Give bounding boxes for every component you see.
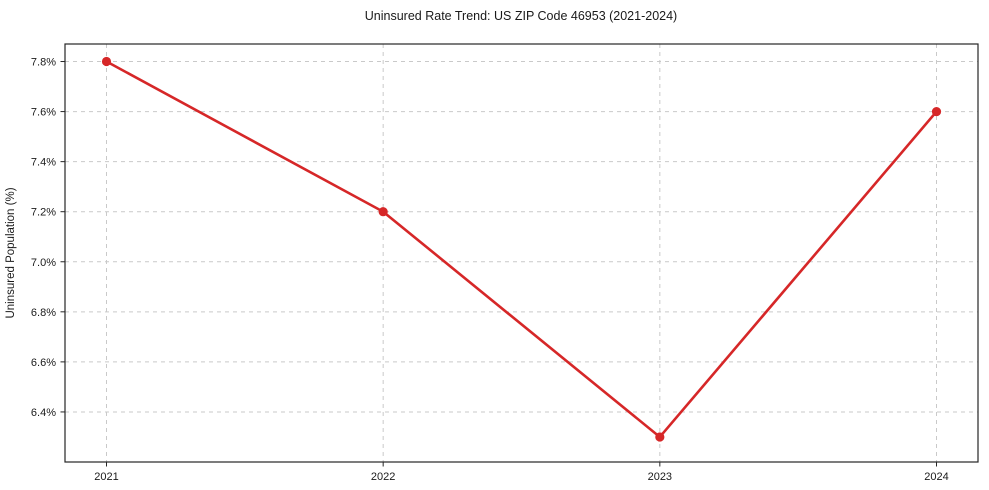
- y-tick-label: 7.0%: [31, 257, 56, 269]
- y-tick-label: 6.8%: [31, 307, 56, 319]
- y-tick-label: 7.2%: [31, 207, 56, 219]
- x-tick-label: 2024: [924, 471, 948, 483]
- x-tick-label: 2022: [371, 471, 395, 483]
- y-axis-label: Uninsured Population (%): [5, 187, 17, 318]
- chart-title: Uninsured Rate Trend: US ZIP Code 46953 …: [365, 9, 677, 23]
- grid-layer: [65, 44, 978, 462]
- x-tick-label: 2023: [648, 471, 672, 483]
- y-tick-label: 7.4%: [31, 157, 56, 169]
- y-tick-label: 6.6%: [31, 357, 56, 369]
- y-tick-label: 6.4%: [31, 407, 56, 419]
- data-point: [378, 207, 388, 217]
- data-point: [101, 56, 112, 67]
- data-point: [931, 106, 942, 117]
- plot-border: [64, 43, 979, 463]
- series-layer: [101, 56, 942, 442]
- y-tick-label: 7.6%: [31, 107, 56, 119]
- x-tick-label: 2021: [94, 471, 118, 483]
- axis-layer: 6.4% 6.6% 6.8% 7.0% 7.2% 7.4% 7.6% 7.8% 2021 2022…: [31, 43, 979, 483]
- data-point: [655, 432, 665, 442]
- data-line: [105, 60, 938, 439]
- y-tick-label: 7.8%: [31, 57, 56, 69]
